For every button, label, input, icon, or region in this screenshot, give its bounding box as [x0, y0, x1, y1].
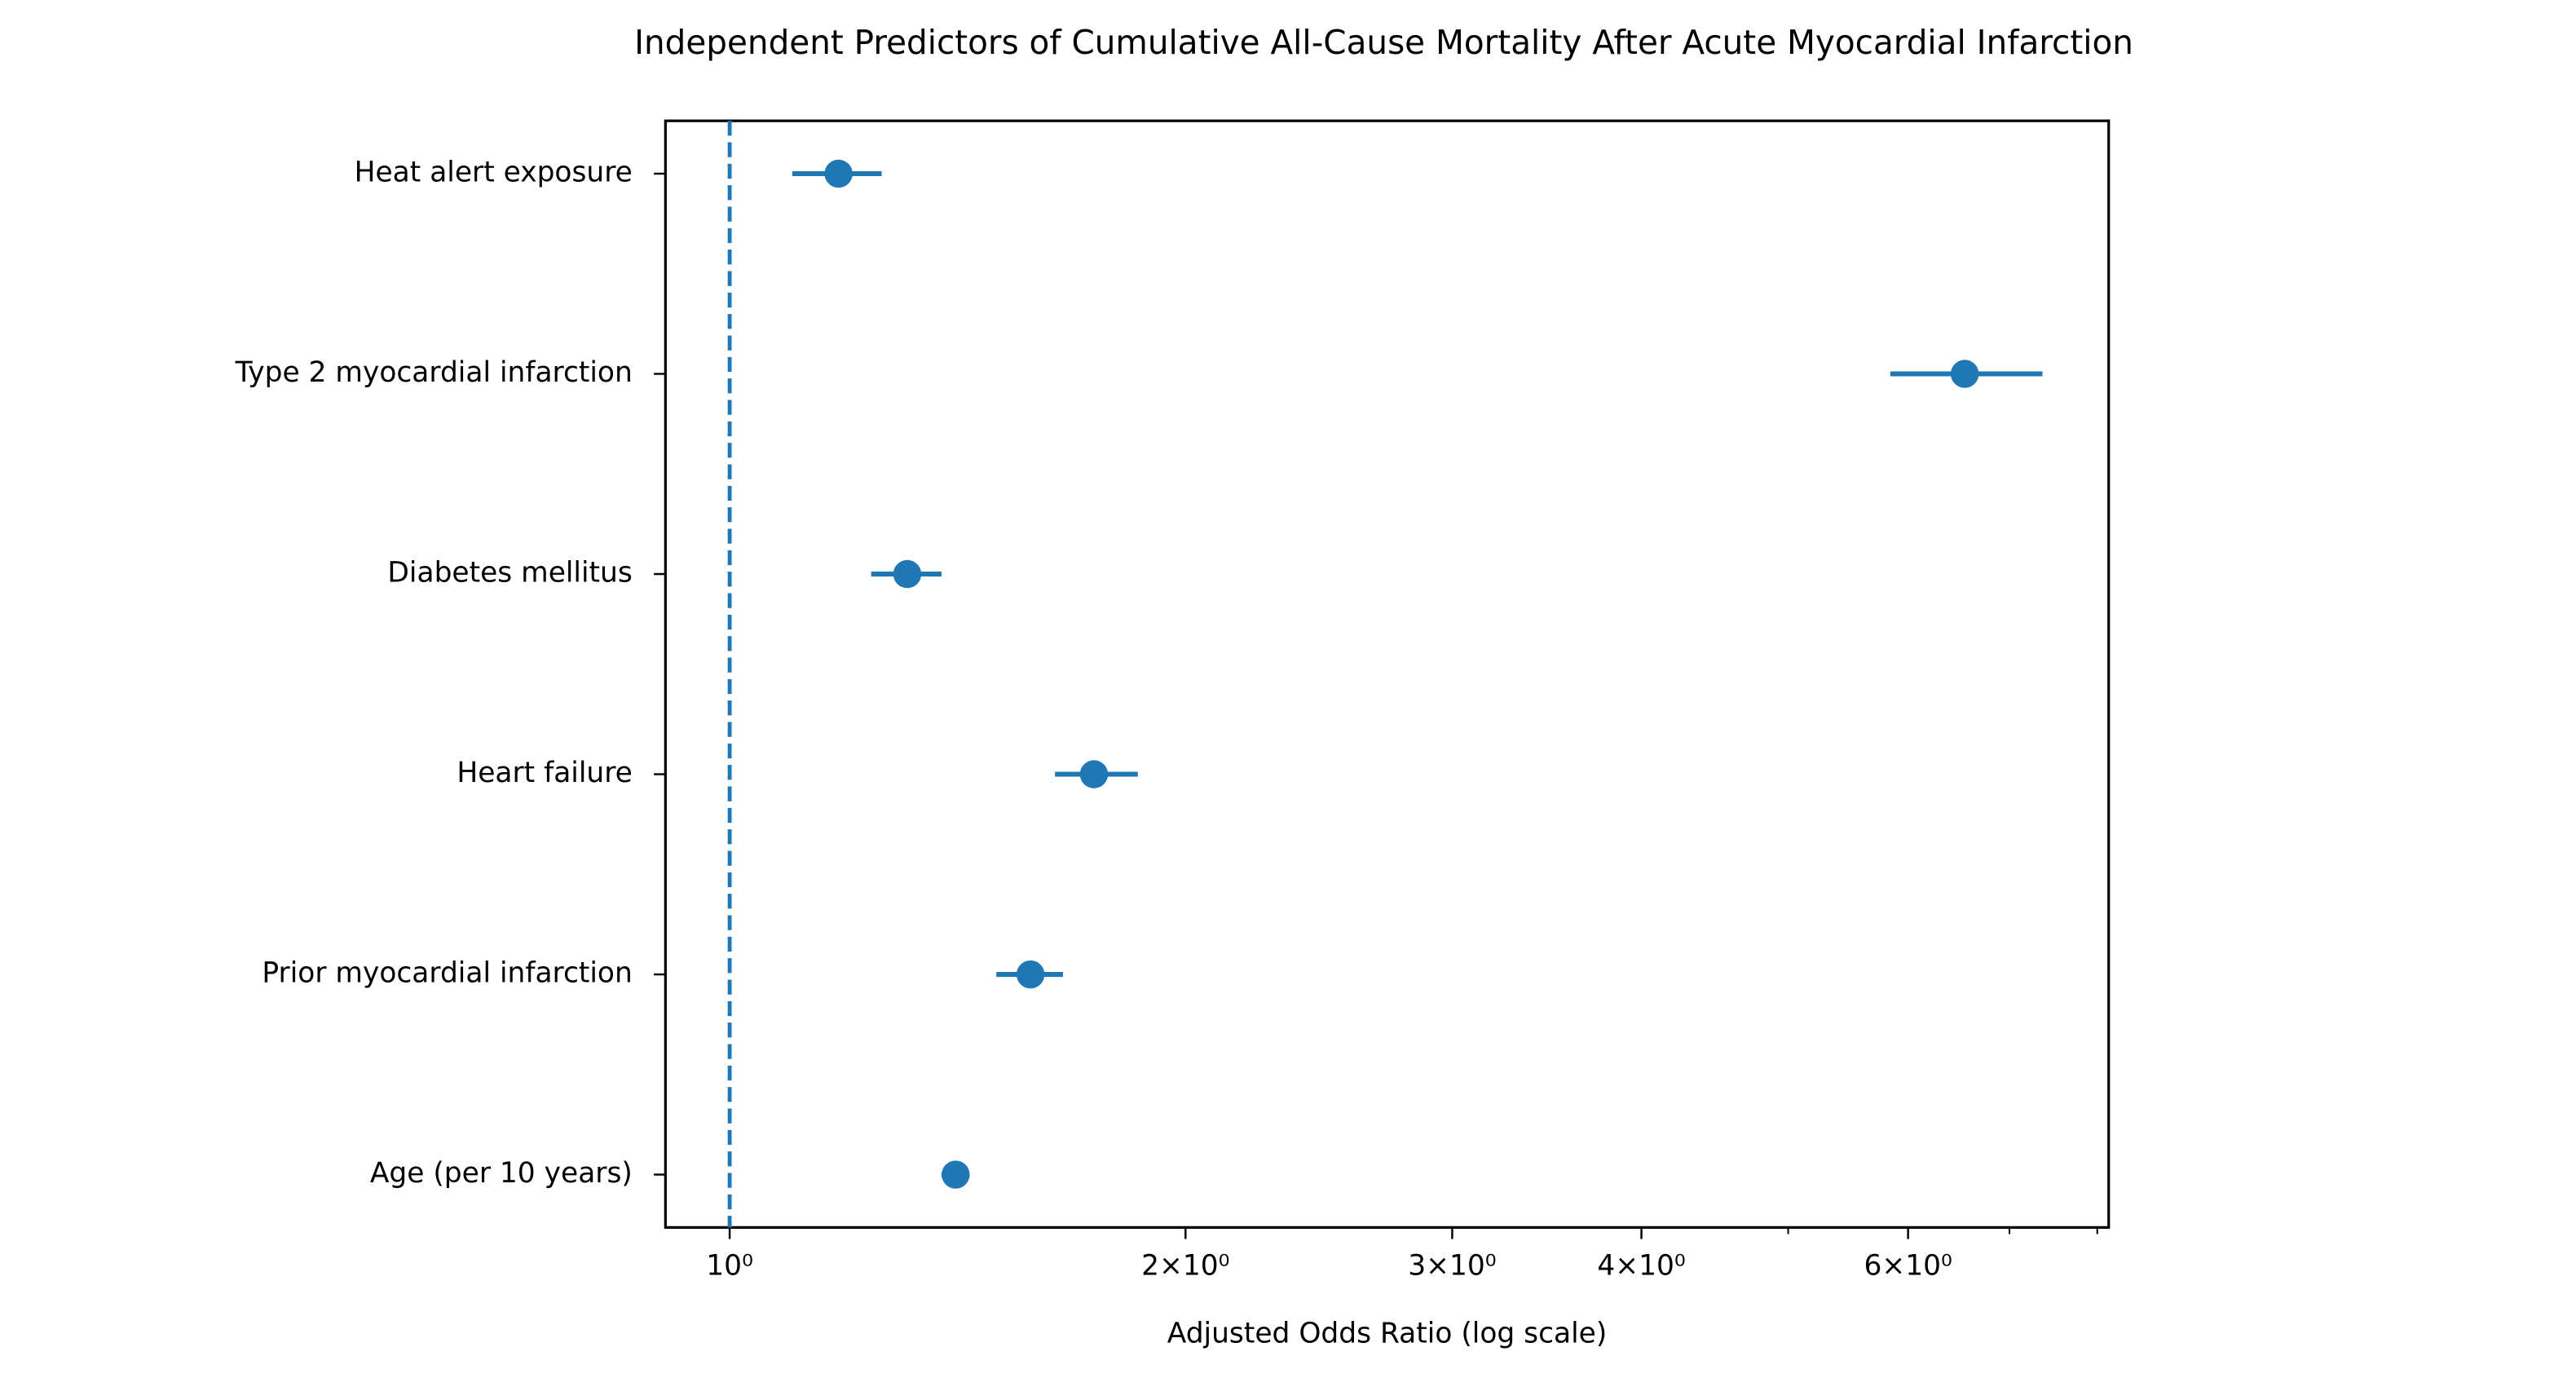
x-tick-label: 3×10⁰: [1408, 1249, 1496, 1282]
y-tick-label: Heat alert exposure: [355, 157, 633, 189]
x-tick-label: 4×10⁰: [1597, 1249, 1685, 1282]
point: [942, 1160, 970, 1189]
point: [1079, 760, 1109, 788]
y-tick-label: Prior myocardial infarction: [262, 957, 632, 990]
x-tick-label: 2×10⁰: [1141, 1249, 1229, 1282]
x-tick-label: 6×10⁰: [1864, 1249, 1952, 1282]
point: [1950, 360, 1979, 388]
y-tick-label: Age (per 10 years): [370, 1157, 633, 1190]
point: [1016, 960, 1045, 989]
chart-title: Independent Predictors of Cumulative All…: [634, 23, 2133, 62]
y-tick-label: Heart failure: [457, 757, 632, 789]
x-tick-label: 10⁰: [706, 1249, 753, 1282]
plot-frame: [664, 119, 2111, 1229]
point: [893, 559, 922, 589]
x-axis-label: Adjusted Odds Ratio (log scale): [1167, 1318, 1608, 1350]
point: [824, 159, 853, 188]
y-tick-label: Type 2 myocardial infarction: [235, 356, 633, 389]
y-tick-label: Diabetes mellitus: [387, 557, 632, 590]
